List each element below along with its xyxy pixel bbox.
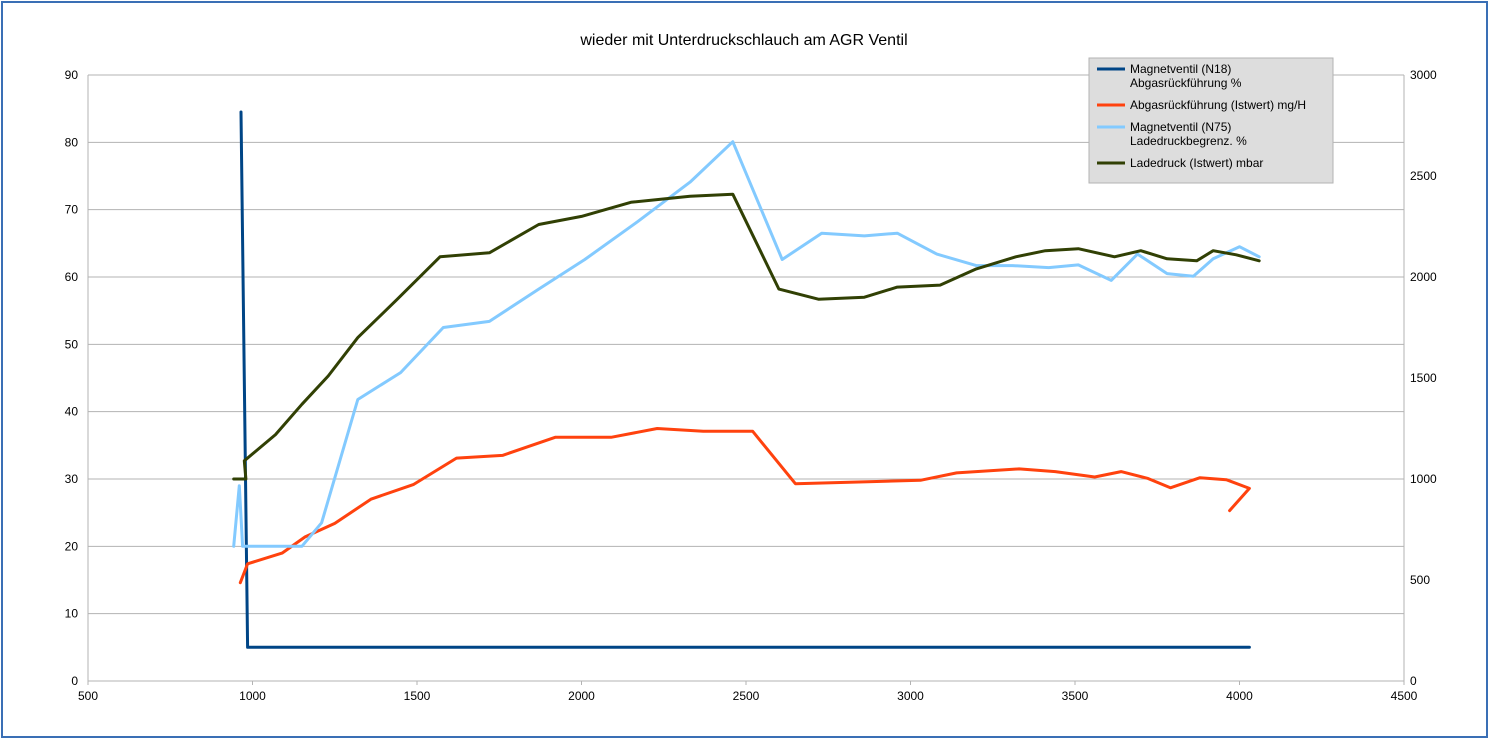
legend: Magnetventil (N18) Abgasrückführung % Abga… [1088,57,1334,184]
y-tick-label: 30 [65,472,79,486]
series-line-2 [238,427,1251,585]
x-tick-label: 500 [78,689,98,703]
y-axis-ticks: 0 10 20 30 40 50 60 70 80 90 [65,68,79,688]
legend-box [1088,57,1334,184]
legend-label-3: Magnetventil (N75) Ladedruckbegrenz. % [1130,120,1247,148]
legend-label-2: Abgasrückführung (Istwert) mg/H [1130,98,1306,112]
y-tick-label: 40 [65,405,79,419]
legend-label-1: Magnetventil (N18) Abgasrückführung % [1130,62,1242,90]
y-tick-label: 20 [65,539,79,553]
series-line-1 [239,110,1251,649]
y2-tick-label: 1500 [1410,371,1437,385]
series-lines [232,110,1261,649]
x-tick-label: 3000 [897,689,924,703]
y-tick-label: 60 [65,270,79,284]
y2-tick-label: 500 [1410,573,1430,587]
x-tick-label: 2000 [568,689,595,703]
y-tick-label: 80 [65,135,79,149]
legend-label-4: Ladedruck (Istwert) mbar [1130,156,1263,170]
y-tick-label: 70 [65,203,79,217]
x-tick-label: 3500 [1062,689,1089,703]
y-tick-label: 10 [65,607,79,621]
x-tick-label: 4500 [1391,689,1418,703]
series-line-3 [232,140,1261,548]
y-tick-label: 0 [71,674,78,688]
y2-axis-ticks: 0 500 1000 1500 2000 2500 3000 [1410,68,1437,688]
y-tick-label: 50 [65,337,79,351]
y2-tick-label: 2500 [1410,169,1437,183]
x-tick-label: 4000 [1226,689,1253,703]
y2-tick-label: 2000 [1410,270,1437,284]
y2-tick-label: 0 [1410,674,1417,688]
y-tick-label: 90 [65,68,79,82]
series-line-4 [232,192,1261,481]
y2-tick-label: 1000 [1410,472,1437,486]
x-axis-ticks: 500 1000 1500 2000 2500 3000 3500 4000 4500 [78,681,1418,703]
x-tick-label: 1000 [239,689,266,703]
y2-tick-label: 3000 [1410,68,1437,82]
chart-title: wieder mit Unterdruckschlauch am AGR Ven… [579,32,907,49]
x-tick-label: 1500 [404,689,431,703]
x-tick-label: 2500 [733,689,760,703]
